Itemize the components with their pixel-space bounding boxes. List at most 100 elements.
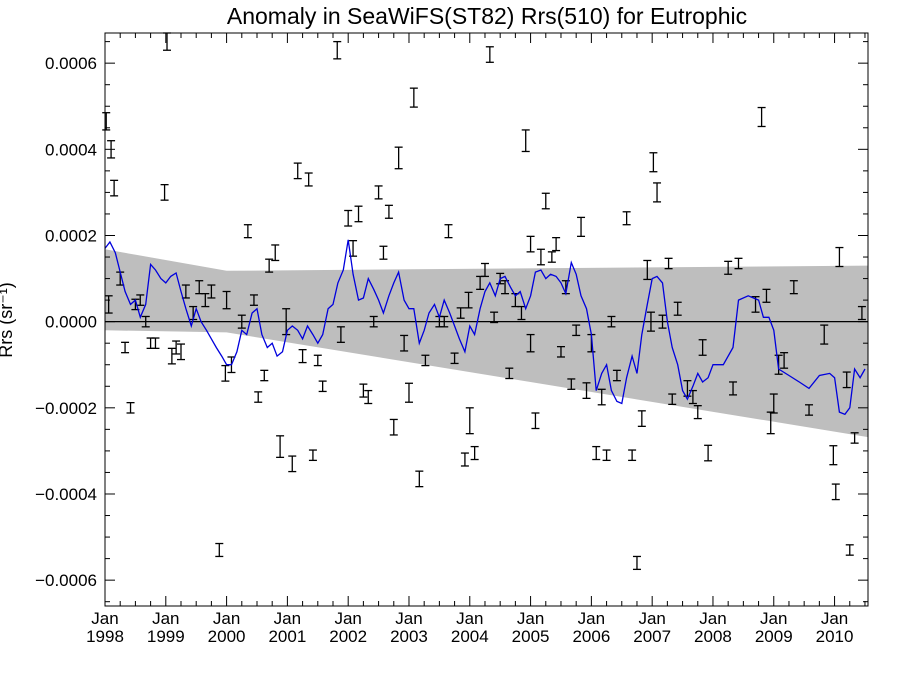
- errorbar-point: [207, 284, 216, 299]
- x-tick-year-label: 2006: [572, 627, 610, 646]
- errorbar-point: [222, 290, 231, 310]
- errorbar-point: [374, 185, 383, 200]
- errorbar-point: [683, 380, 692, 397]
- errorbar-point: [805, 404, 814, 416]
- y-tick-label: −0.0004: [35, 485, 97, 504]
- y-tick-label: 0.0000: [45, 313, 97, 332]
- x-tick-year-label: 2004: [451, 627, 489, 646]
- errorbar-point: [167, 347, 176, 365]
- errorbar-point: [415, 470, 424, 488]
- errorbar-point: [850, 432, 859, 444]
- y-tick-label: −0.0002: [35, 399, 97, 418]
- errorbar-point: [221, 364, 230, 382]
- errorbar-point: [769, 393, 778, 414]
- errorbar-point: [637, 410, 646, 427]
- errorbar-point: [658, 314, 667, 329]
- errorbar-point: [104, 295, 113, 314]
- errorbar-point: [364, 389, 373, 405]
- errorbar-point: [293, 162, 302, 180]
- errorbar-point: [160, 184, 169, 201]
- errorbar-point: [344, 209, 353, 227]
- errorbar-point: [126, 401, 135, 414]
- errorbar-point: [146, 337, 155, 350]
- errorbar-point: [243, 224, 252, 239]
- errorbar-point: [389, 418, 398, 436]
- errorbar-point: [237, 314, 246, 329]
- errorbar-point: [857, 305, 866, 321]
- y-tick-label: −0.0006: [35, 571, 97, 590]
- x-tick-year-label: 2000: [208, 627, 246, 646]
- errorbar-point: [304, 172, 313, 187]
- errorbar-point: [668, 393, 677, 406]
- errorbar-point: [404, 382, 413, 403]
- x-axis-ticks: Jan1998Jan1999Jan2000Jan2001Jan2002Jan20…: [86, 33, 866, 646]
- errorbar-point: [318, 380, 327, 393]
- errorbar-point: [359, 383, 368, 398]
- errorbar-point: [829, 445, 838, 466]
- y-tick-label: 0.0006: [45, 54, 97, 73]
- y-tick-label: 0.0002: [45, 226, 97, 245]
- errorbar-point: [577, 216, 586, 238]
- errorbar-point: [607, 315, 616, 328]
- errorbar-point: [541, 192, 550, 210]
- errorbar-point: [536, 248, 545, 266]
- errorbar-point: [643, 259, 652, 281]
- errorbar-point: [734, 257, 743, 270]
- errorbar-point: [456, 307, 465, 319]
- errorbar-point: [597, 388, 606, 406]
- errorbar-point: [450, 352, 459, 365]
- errorbar-point: [547, 251, 556, 263]
- errorbar-point: [102, 112, 111, 131]
- errorbar-point: [215, 542, 224, 558]
- x-tick-month-label: Jan: [334, 609, 361, 628]
- x-tick-month-label: Jan: [456, 609, 483, 628]
- errorbar-point: [265, 258, 274, 273]
- errorbar-point: [249, 294, 258, 306]
- errorbar-point: [409, 87, 418, 108]
- x-tick-year-label: 2002: [329, 627, 367, 646]
- errorbar-point: [176, 343, 185, 361]
- errorbar-point: [276, 435, 285, 459]
- x-tick-year-label: 2010: [816, 627, 854, 646]
- errorbar-point: [201, 293, 210, 308]
- errorbar-point: [820, 324, 829, 345]
- errorbar-point: [336, 326, 345, 343]
- errorbar-point: [646, 311, 655, 332]
- errorbar-point: [649, 152, 658, 173]
- x-tick-month-label: Jan: [699, 609, 726, 628]
- y-axis-label: Rrs (sr⁻¹): [0, 282, 16, 357]
- plot-frame: [104, 32, 869, 607]
- errorbar-point: [653, 182, 662, 203]
- errorbar-point: [400, 334, 409, 352]
- errorbar-point: [567, 378, 576, 390]
- errorbar-point: [688, 389, 697, 405]
- errorbar-point: [526, 235, 535, 253]
- x-tick-month-label: Jan: [638, 609, 665, 628]
- errorbar-point: [440, 315, 449, 328]
- errorbar-point: [693, 405, 702, 420]
- errorbar-point: [271, 244, 280, 262]
- errorbar-point: [592, 445, 601, 461]
- errorbar-point: [394, 146, 403, 170]
- errorbar-point: [628, 449, 637, 462]
- y-tick-label: 0.0004: [45, 140, 97, 159]
- errorbar-point: [505, 367, 514, 380]
- x-tick-month-label: Jan: [152, 609, 179, 628]
- errorbar-point: [612, 369, 621, 382]
- errorbar-point: [354, 205, 363, 223]
- errorbar-point: [121, 341, 130, 354]
- errorbar-point: [831, 483, 840, 501]
- errorbar-point: [724, 260, 733, 275]
- errorbar-point: [333, 40, 342, 60]
- errorbar-point: [490, 311, 499, 324]
- errorbar-point: [313, 354, 322, 367]
- errorbar-point: [298, 349, 307, 364]
- errorbar-point: [308, 449, 317, 462]
- errorbar-point: [172, 340, 181, 355]
- errorbar-point: [757, 106, 766, 128]
- x-tick-year-label: 2001: [268, 627, 306, 646]
- x-tick-month-label: Jan: [760, 609, 787, 628]
- errorbar-point: [444, 224, 453, 239]
- errorbar-point: [421, 354, 430, 367]
- errorbar-point: [602, 449, 611, 462]
